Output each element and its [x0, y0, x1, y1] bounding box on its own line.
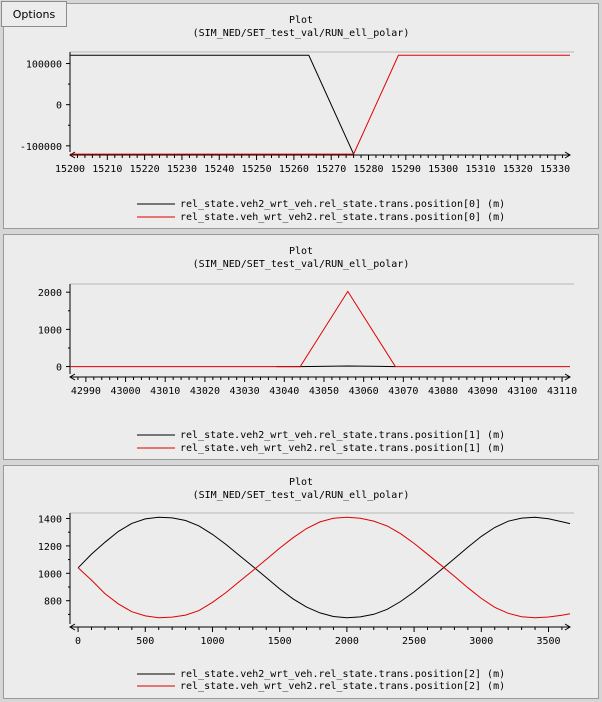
y-tick-label: 800 — [44, 597, 62, 608]
chart-subtitle: (SIM_NED/SET_test_val/RUN_ell_polar) — [193, 490, 410, 501]
x-tick-label: 43030 — [230, 386, 260, 397]
x-tick-label: 42990 — [71, 386, 101, 397]
series-line-2 — [70, 54, 570, 155]
x-tick-label: 43050 — [309, 386, 339, 397]
x-tick-label: 15290 — [391, 164, 421, 175]
y-tick-label: 0 — [56, 363, 62, 374]
x-axis-left-arrow — [69, 623, 76, 631]
x-axis-left-arrow — [69, 373, 76, 381]
x-tick-label: 0 — [75, 636, 81, 647]
legend-label-1: rel_state.veh2_wrt_veh.rel_state.trans.p… — [180, 669, 505, 680]
x-tick-label: 1000 — [200, 636, 224, 647]
x-tick-label: 15210 — [92, 164, 122, 175]
x-tick-label: 15270 — [316, 164, 346, 175]
x-axis-right-arrow — [564, 623, 571, 631]
y-tick-label: 2000 — [38, 288, 62, 299]
y-tick-label: -100000 — [20, 142, 62, 153]
x-tick-label: 15230 — [167, 164, 197, 175]
x-tick-label: 15320 — [503, 164, 533, 175]
x-tick-label: 43090 — [468, 386, 498, 397]
y-tick-label: 1400 — [38, 514, 62, 525]
plot-2-svg[interactable]: Plot (SIM_NED/SET_test_val/RUN_ell_polar)… — [4, 235, 598, 459]
x-tick-label: 15300 — [428, 164, 458, 175]
x-tick-label: 1500 — [268, 636, 292, 647]
x-tick-label: 43080 — [428, 386, 458, 397]
x-tick-label: 15250 — [242, 164, 272, 175]
series-line-2 — [70, 290, 570, 368]
x-axis-right-arrow — [564, 151, 571, 159]
options-button[interactable]: Options — [1, 1, 67, 27]
series-line-1 — [70, 54, 355, 155]
y-tick-label: 0 — [56, 101, 62, 112]
x-tick-label: 3000 — [469, 636, 493, 647]
legend-label-2: rel_state.veh_wrt_veh2.rel_state.trans.p… — [180, 212, 505, 223]
chart-title: Plot — [289, 246, 313, 257]
legend-label-2: rel_state.veh_wrt_veh2.rel_state.trans.p… — [180, 681, 505, 692]
chart-title: Plot — [289, 477, 313, 488]
x-tick-label: 43010 — [150, 386, 180, 397]
chart-subtitle: (SIM_NED/SET_test_val/RUN_ell_polar) — [193, 259, 410, 270]
x-tick-label: 15280 — [353, 164, 383, 175]
plot-3-svg[interactable]: Plot (SIM_NED/SET_test_val/RUN_ell_polar)… — [4, 466, 598, 698]
plot-panel-3[interactable]: Plot (SIM_NED/SET_test_val/RUN_ell_polar)… — [3, 465, 599, 699]
x-tick-label: 15330 — [540, 164, 570, 175]
x-tick-label: 15310 — [465, 164, 495, 175]
x-tick-label: 43000 — [111, 386, 141, 397]
y-tick-label: 1000 — [38, 569, 62, 580]
x-tick-label: 2500 — [402, 636, 426, 647]
y-tick-label: 1200 — [38, 542, 62, 553]
x-tick-label: 500 — [136, 636, 154, 647]
legend-label-2: rel_state.veh_wrt_veh2.rel_state.trans.p… — [180, 443, 505, 454]
x-tick-label: 15220 — [130, 164, 160, 175]
y-tick-label: 1000 — [38, 325, 62, 336]
x-tick-label: 43070 — [388, 386, 418, 397]
plot-panel-2[interactable]: Plot (SIM_NED/SET_test_val/RUN_ell_polar)… — [3, 234, 599, 460]
x-tick-label: 43040 — [269, 386, 299, 397]
y-tick-label: 100000 — [26, 60, 62, 71]
series-line-1 — [77, 516, 571, 619]
plot-panel-1[interactable]: Plot (SIM_NED/SET_test_val/RUN_ell_polar)… — [3, 3, 599, 229]
plot-1-svg[interactable]: Plot (SIM_NED/SET_test_val/RUN_ell_polar)… — [4, 4, 598, 228]
x-axis-left-arrow — [69, 151, 76, 159]
x-tick-label: 15240 — [204, 164, 234, 175]
chart-subtitle: (SIM_NED/SET_test_val/RUN_ell_polar) — [193, 28, 410, 39]
x-tick-label: 15200 — [55, 164, 85, 175]
x-tick-label: 43100 — [507, 386, 537, 397]
x-tick-label: 43020 — [190, 386, 220, 397]
x-tick-label: 3500 — [536, 636, 560, 647]
legend-label-1: rel_state.veh2_wrt_veh.rel_state.trans.p… — [180, 430, 505, 441]
x-tick-label: 15260 — [279, 164, 309, 175]
x-tick-label: 2000 — [335, 636, 359, 647]
chart-title: Plot — [289, 15, 313, 26]
series-line-2 — [77, 516, 571, 619]
legend-label-1: rel_state.veh2_wrt_veh.rel_state.trans.p… — [180, 199, 505, 210]
x-tick-label: 43060 — [349, 386, 379, 397]
x-tick-label: 43110 — [547, 386, 577, 397]
x-axis-right-arrow — [564, 373, 571, 381]
